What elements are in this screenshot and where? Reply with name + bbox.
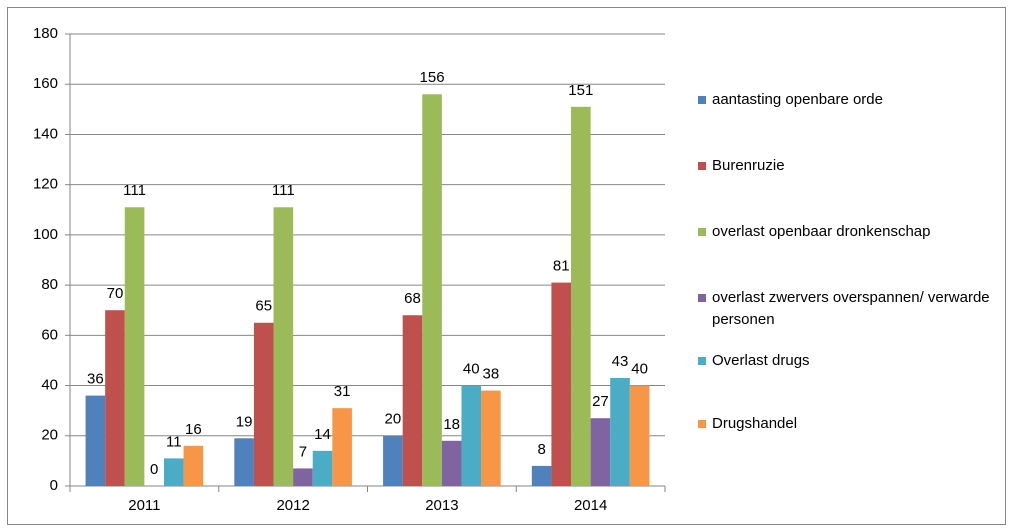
bar bbox=[253, 322, 274, 486]
value-label: 111 bbox=[123, 182, 146, 199]
value-label: 70 bbox=[107, 285, 124, 302]
legend-label: Overlast drugs bbox=[712, 352, 810, 369]
y-tick-label: 80 bbox=[41, 276, 58, 293]
legend-label: Burenruzie bbox=[712, 157, 785, 174]
value-label: 19 bbox=[236, 413, 253, 430]
legend-swatch bbox=[698, 357, 706, 365]
legend-label: Drugshandel bbox=[712, 415, 798, 432]
bar bbox=[461, 385, 482, 486]
value-label: 16 bbox=[185, 421, 202, 438]
bar bbox=[531, 465, 552, 486]
y-tick-label: 180 bbox=[33, 25, 58, 42]
value-label: 27 bbox=[592, 393, 609, 410]
value-label: 151 bbox=[568, 82, 593, 99]
legend-entry: overlast zwervers overspannen/ verwarde … bbox=[698, 287, 997, 331]
bar bbox=[312, 450, 333, 486]
legend-entry: aantasting openbare orde bbox=[698, 89, 997, 111]
bar bbox=[551, 282, 572, 486]
legend-entry: overlast openbaar dronkenschap bbox=[698, 221, 997, 243]
legend-swatch bbox=[698, 420, 706, 428]
bar bbox=[124, 207, 145, 486]
value-label: 40 bbox=[631, 361, 648, 378]
x-tick-label: 2014 bbox=[574, 497, 607, 514]
value-label: 11 bbox=[166, 433, 182, 450]
bar bbox=[610, 378, 630, 486]
value-label: 31 bbox=[334, 383, 351, 400]
y-tick-label: 160 bbox=[33, 75, 58, 92]
legend-entry: Overlast drugs bbox=[698, 350, 997, 372]
legend-swatch bbox=[698, 294, 706, 302]
value-label: 20 bbox=[385, 411, 402, 428]
legend-entry: Burenruzie bbox=[698, 155, 997, 177]
y-tick-label: 0 bbox=[50, 477, 58, 494]
bar bbox=[402, 315, 423, 486]
bar bbox=[383, 435, 403, 486]
bar bbox=[590, 418, 611, 486]
y-tick-label: 100 bbox=[33, 226, 58, 243]
bar bbox=[273, 207, 294, 486]
value-label: 40 bbox=[463, 361, 480, 378]
bar bbox=[183, 445, 204, 486]
legend-swatch bbox=[698, 162, 706, 170]
y-tick-label: 40 bbox=[41, 377, 58, 394]
x-tick-label: 2013 bbox=[425, 497, 458, 514]
y-tick-label: 20 bbox=[41, 427, 58, 444]
bar bbox=[441, 440, 462, 486]
value-label: 111 bbox=[272, 182, 295, 199]
legend-label: overlast zwervers overspannen/ verwarde … bbox=[712, 289, 990, 328]
chart-border bbox=[7, 7, 1006, 525]
legend-swatch bbox=[698, 96, 706, 104]
bar bbox=[234, 438, 254, 486]
value-label: 18 bbox=[443, 416, 460, 433]
value-label: 8 bbox=[537, 441, 545, 458]
bar bbox=[105, 310, 125, 486]
value-label: 0 bbox=[150, 461, 158, 478]
y-tick-label: 120 bbox=[33, 176, 58, 193]
bar bbox=[422, 94, 442, 487]
x-tick-label: 2011 bbox=[128, 497, 160, 514]
bar bbox=[293, 468, 313, 486]
legend-entry: Drugshandel bbox=[698, 413, 997, 435]
value-label: 156 bbox=[420, 69, 445, 86]
value-label: 43 bbox=[612, 353, 629, 370]
bar bbox=[85, 395, 106, 486]
bar bbox=[571, 106, 591, 487]
bar bbox=[481, 390, 501, 486]
legend-swatch bbox=[698, 228, 706, 236]
value-label: 14 bbox=[314, 426, 331, 443]
value-label: 36 bbox=[87, 371, 104, 388]
value-label: 81 bbox=[553, 258, 570, 275]
x-tick-label: 2012 bbox=[276, 497, 309, 514]
value-label: 65 bbox=[255, 298, 272, 315]
value-label: 38 bbox=[483, 366, 500, 383]
legend-label: aantasting openbare orde bbox=[712, 91, 883, 108]
y-tick-label: 140 bbox=[33, 125, 58, 142]
y-tick-label: 60 bbox=[41, 326, 58, 343]
bar bbox=[163, 458, 184, 486]
bar bbox=[332, 408, 352, 486]
value-label: 7 bbox=[299, 443, 307, 460]
legend-label: overlast openbaar dronkenschap bbox=[712, 223, 931, 240]
value-label: 68 bbox=[404, 290, 421, 307]
bar bbox=[629, 385, 650, 486]
